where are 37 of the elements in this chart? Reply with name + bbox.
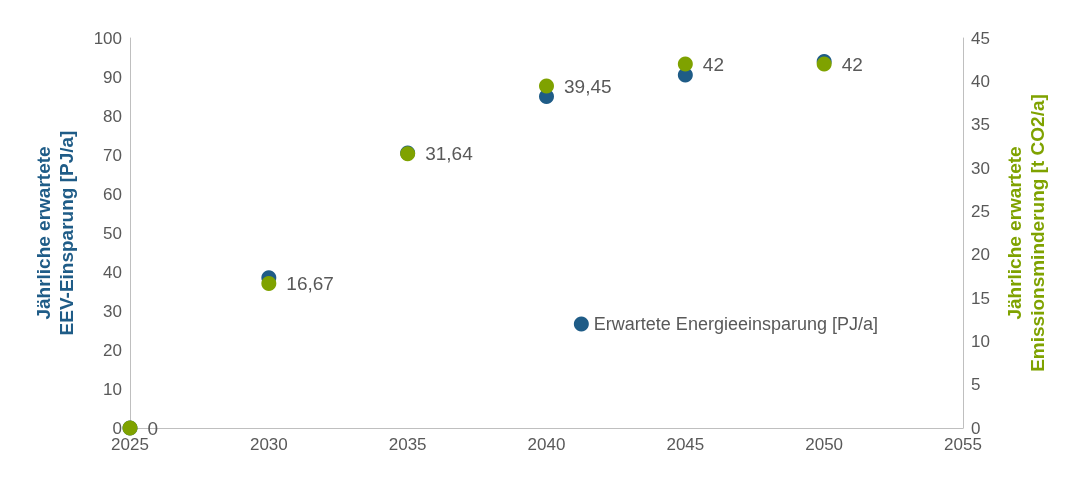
y-axis-title: Jährliche erwartete EEV-Einsparung [PJ/a]	[33, 130, 77, 336]
data-label: 42	[841, 53, 863, 75]
y2-axis-title: Jährliche erwartete Emissionsminderung [t CO2/a]	[1004, 94, 1048, 372]
y-tick-label: 40	[103, 262, 122, 282]
y2-tick-label: 0	[971, 418, 981, 438]
x-tick-label: 2045	[666, 435, 705, 454]
y-tick-label: 90	[103, 67, 122, 87]
y-tick-label: 60	[103, 184, 122, 204]
y-tick-label: 30	[103, 301, 122, 321]
data-label: 39,45	[564, 75, 612, 97]
y2-tick-label: 30	[971, 158, 990, 178]
y2-tick-label: 15	[971, 288, 990, 308]
y2-tick-label: 40	[971, 71, 990, 91]
data-label: 42	[702, 53, 724, 75]
data-label: 0	[147, 417, 159, 439]
y2-tick-label: 5	[971, 375, 981, 395]
x-tick-label: 2040	[527, 435, 566, 454]
y-tick-label: 100	[93, 28, 122, 48]
y-tick-label: 10	[103, 379, 122, 399]
data-label: 16,67	[286, 273, 334, 295]
y-tick-label: 50	[103, 223, 122, 243]
y2-tick-label: 20	[971, 245, 990, 265]
legend-label: Erwartete Energieeinsparung [PJ/a]	[593, 314, 879, 334]
y2-tick-label: 45	[971, 28, 990, 48]
y-tick-label: 80	[103, 106, 122, 126]
y2-tick-label: 35	[971, 115, 990, 135]
x-tick-label: 2035	[388, 435, 427, 454]
y2-tick-label: 10	[971, 331, 990, 351]
y-tick-label: 20	[103, 340, 122, 360]
y2-tick-label: 25	[971, 201, 990, 221]
x-tick-label: 2055	[944, 435, 982, 454]
x-tick-label: 2050	[805, 435, 844, 454]
x-tick-label: 2030	[249, 435, 288, 454]
y-tick-label: 70	[103, 145, 122, 165]
y-tick-label: 0	[112, 418, 122, 438]
x-tick-label: 2025	[111, 435, 149, 454]
data-label: 31,64	[425, 143, 474, 165]
